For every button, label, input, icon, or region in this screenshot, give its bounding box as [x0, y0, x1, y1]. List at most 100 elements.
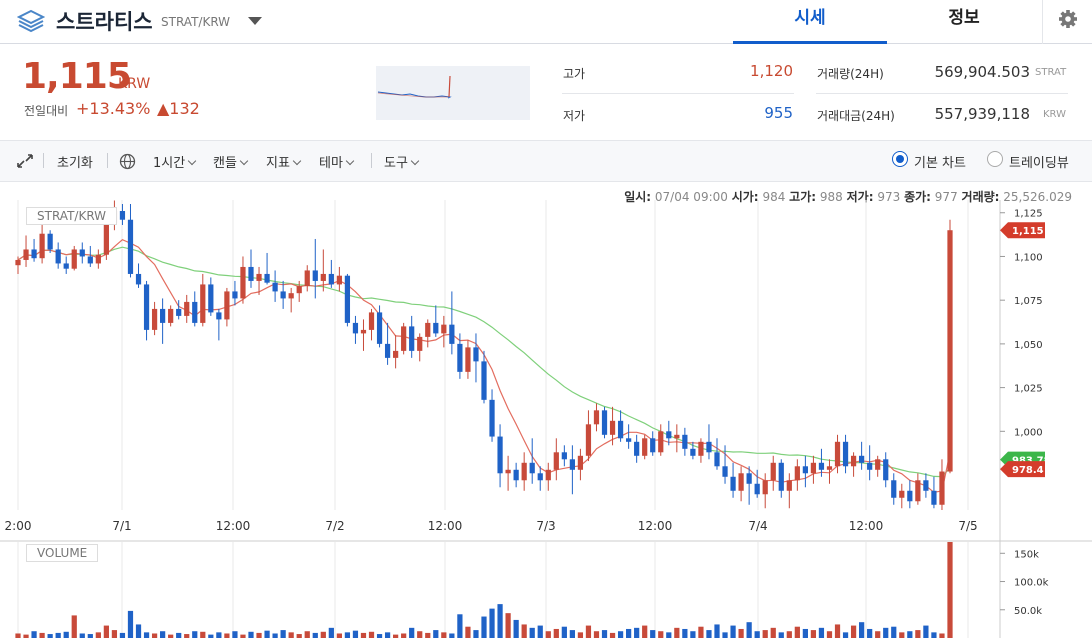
settings-button[interactable] [1042, 0, 1092, 44]
trading-view-radio[interactable] [987, 151, 1003, 167]
volume-bar [71, 615, 77, 638]
theme-dropdown[interactable]: 테마 [319, 152, 353, 171]
volume-bar [842, 632, 849, 638]
volume-bar [794, 626, 800, 638]
candle-body [376, 312, 383, 344]
price-chart[interactable]: 1,125 1,100 1,075 1,050 1,025 1,000 2:00 7/1 12… [0, 200, 1092, 639]
candle-body [698, 441, 704, 456]
candle-body [626, 438, 632, 442]
separator [43, 153, 44, 168]
candle-body [200, 284, 206, 323]
volume-bar [505, 613, 511, 638]
volume-bar [248, 631, 254, 638]
candle-body [360, 329, 367, 334]
candle-body [650, 438, 656, 453]
candle-body [55, 249, 61, 264]
coin-logo-icon [17, 9, 45, 33]
trading-view-label[interactable]: 트레이딩뷰 [1009, 156, 1069, 171]
candle-body [634, 441, 640, 456]
volume-bar [666, 632, 672, 638]
chevron-down-icon[interactable] [248, 17, 262, 25]
volume-bar [658, 631, 664, 638]
candle-body [947, 230, 953, 472]
volume-bar [834, 624, 841, 638]
close-value: 977 [934, 190, 958, 204]
volume-bar [401, 633, 407, 638]
volume-bar [738, 628, 744, 638]
volume-bar [127, 610, 134, 638]
tab-info[interactable]: 정보 [948, 8, 980, 28]
candle-body [810, 462, 817, 474]
candle-body [601, 410, 608, 435]
globe-icon[interactable] [119, 153, 136, 170]
change-amount: ▲132 [157, 99, 200, 118]
y-tick-label: 1,025 [1014, 384, 1043, 395]
low-value: 955 [764, 104, 793, 122]
price-axis: 1,125 1,100 1,075 1,050 1,025 1,000 [1000, 209, 1043, 438]
candle-body [23, 249, 29, 260]
tools-dropdown[interactable]: 도구 [384, 152, 418, 171]
candle-body [15, 259, 21, 266]
candle-body [465, 347, 471, 372]
candle-dropdown[interactable]: 캔들 [213, 152, 247, 171]
volume-axis: 150k 100.0k 50.0k [1000, 549, 1049, 617]
open-value: 984 [762, 190, 786, 204]
volume-bar [417, 631, 423, 638]
volume-bar [151, 633, 158, 638]
volume-bar [232, 631, 238, 638]
volume-bar [240, 634, 246, 638]
high-value: 988 [819, 190, 843, 204]
candle-body [168, 308, 174, 323]
candle-body [79, 249, 85, 257]
volume-bar [786, 631, 792, 638]
volume-bar [95, 632, 101, 638]
price-tag-bg [1000, 222, 1045, 239]
volume-bar [224, 633, 230, 638]
volume-bar [682, 628, 688, 638]
candle-body [746, 473, 752, 484]
volume-24h-value: 569,904.503 [934, 63, 1030, 81]
candle-body [95, 254, 101, 264]
gear-icon [1059, 10, 1077, 28]
reset-button[interactable]: 초기화 [57, 156, 93, 171]
price-tag: 1,115 [1000, 222, 1045, 239]
candle-body [682, 434, 688, 449]
interval-dropdown[interactable]: 1시간 [153, 152, 195, 171]
indicator-dropdown[interactable]: 지표 [266, 152, 300, 171]
volume-bar [280, 630, 286, 638]
x-tick-label: 12:00 [428, 519, 463, 533]
candle-body [393, 350, 399, 358]
candle-body [867, 462, 873, 470]
volume-bar [135, 624, 142, 638]
candle-body [915, 480, 921, 502]
volume-bar [626, 628, 632, 638]
candle-body [384, 343, 391, 358]
volume-label: 거래량: [961, 190, 1000, 204]
volume-24h-label: 거래량(24H) [817, 67, 884, 81]
volume-bar [706, 630, 712, 638]
volume-bar [859, 622, 865, 638]
volume-bar [642, 625, 648, 638]
candle-body [883, 459, 889, 481]
candle-body [762, 480, 768, 495]
volume-bar [15, 633, 21, 638]
basic-chart-label[interactable]: 기본 차트 [914, 156, 966, 171]
candle-body [617, 420, 624, 439]
volume-bar [883, 627, 889, 638]
candle-body [103, 223, 109, 255]
time-label: 일시: [624, 190, 652, 204]
basic-chart-radio[interactable] [892, 151, 908, 167]
expand-icon[interactable] [17, 154, 33, 168]
candle-body [489, 399, 495, 437]
candle-body [184, 301, 190, 316]
volume-bars-group [15, 542, 953, 638]
candle-body [778, 462, 784, 491]
candle-body [842, 441, 849, 467]
volume-bar [425, 632, 431, 638]
candle-body [850, 455, 857, 467]
candle-body [296, 286, 302, 294]
candle-body [441, 324, 447, 334]
volume-bar [31, 631, 37, 638]
tab-price[interactable]: 시세 [733, 0, 887, 44]
candle-body [786, 480, 792, 491]
